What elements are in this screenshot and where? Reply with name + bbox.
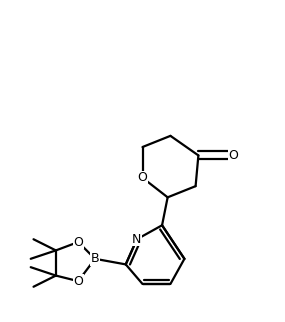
Text: N: N — [132, 233, 142, 246]
Text: O: O — [73, 275, 83, 288]
Text: O: O — [228, 149, 238, 162]
Text: B: B — [91, 252, 99, 265]
Text: O: O — [73, 235, 83, 249]
Text: O: O — [138, 171, 147, 184]
